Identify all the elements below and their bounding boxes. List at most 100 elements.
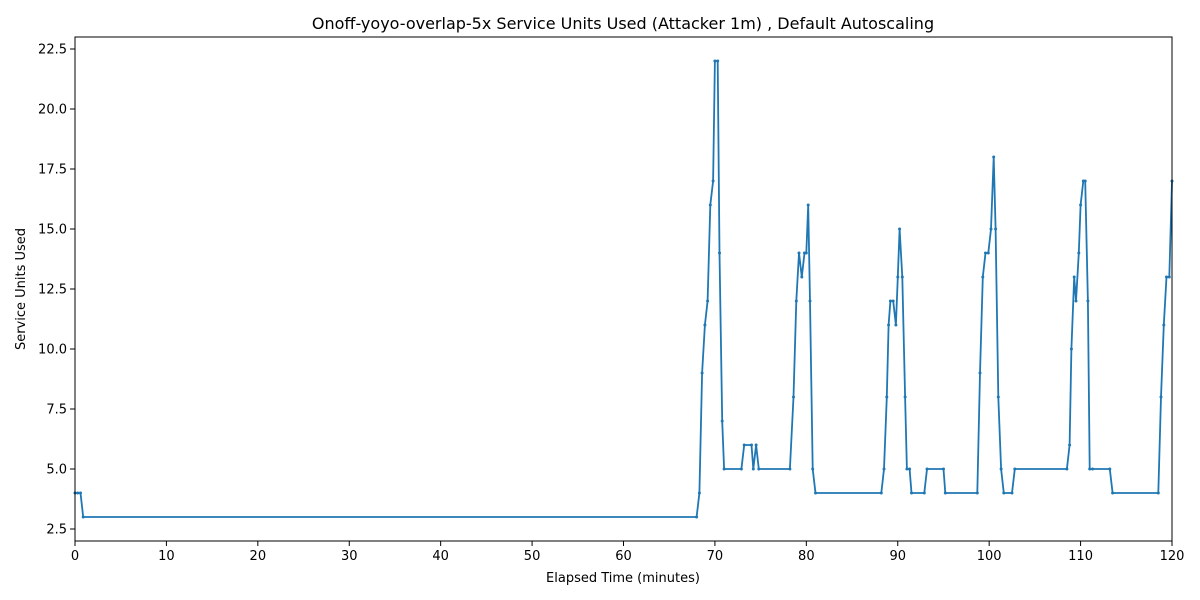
- data-point: [989, 227, 993, 231]
- data-point: [76, 491, 80, 495]
- data-point: [1162, 323, 1166, 327]
- data-point: [716, 59, 720, 63]
- data-point: [808, 299, 812, 303]
- x-tick-label: 20: [250, 549, 267, 564]
- chart-title: Onoff-yoyo-overlap-5x Service Units Used…: [312, 14, 934, 33]
- data-point: [943, 491, 947, 495]
- data-point: [1111, 491, 1115, 495]
- data-point: [910, 491, 913, 495]
- data-point: [1159, 395, 1163, 399]
- data-point: [792, 395, 795, 399]
- y-axis: 2.5 5.0 7.5 10.0 12.5 15.0 17.5 20.0 22.5: [38, 43, 75, 538]
- y-tick-label: 20.0: [38, 103, 67, 118]
- x-tick-label: 110: [1068, 549, 1093, 564]
- x-tick-label: 10: [158, 549, 175, 564]
- x-tick-label: 40: [432, 549, 449, 564]
- x-tick-label: 100: [977, 549, 1002, 564]
- data-point: [996, 395, 1000, 399]
- data-point: [713, 59, 717, 63]
- data-point: [742, 443, 746, 447]
- x-tick-label: 0: [71, 549, 79, 564]
- data-point: [754, 443, 758, 447]
- data-point: [757, 467, 761, 471]
- y-axis-label: Service Units Used: [14, 228, 29, 350]
- y-tick-label: 22.5: [38, 43, 67, 58]
- data-point: [986, 251, 990, 255]
- y-tick-label: 7.5: [46, 403, 67, 418]
- data-point: [814, 491, 817, 495]
- data-point: [711, 179, 715, 183]
- data-point: [695, 515, 699, 519]
- data-point: [994, 227, 998, 231]
- data-point: [887, 323, 891, 327]
- data-point: [1013, 467, 1017, 471]
- data-point: [900, 275, 904, 279]
- data-point: [992, 155, 996, 159]
- data-point: [999, 467, 1003, 471]
- y-tick-label: 17.5: [38, 163, 67, 178]
- data-point: [882, 467, 886, 471]
- data-point: [1086, 299, 1090, 303]
- data-point: [751, 467, 755, 471]
- data-point: [708, 203, 712, 207]
- data-point: [1088, 467, 1092, 471]
- x-axis: 0 10 20 30 40 50 60 70 80 90 100 110 120: [71, 541, 1185, 564]
- data-point: [1091, 467, 1094, 471]
- data-point: [1074, 299, 1078, 303]
- data-point: [888, 299, 892, 303]
- series-line: [75, 60, 1173, 518]
- data-point: [739, 467, 743, 471]
- data-point: [1065, 467, 1069, 471]
- y-tick-label: 5.0: [46, 463, 67, 478]
- y-tick-label: 2.5: [46, 523, 67, 538]
- data-point: [908, 467, 912, 471]
- data-point: [922, 491, 926, 495]
- x-tick-label: 90: [889, 549, 906, 564]
- data-point: [1165, 275, 1168, 279]
- data-point: [697, 491, 701, 495]
- data-point: [1156, 491, 1160, 495]
- data-point: [898, 227, 902, 231]
- data-point: [722, 467, 726, 471]
- data-point: [1010, 491, 1014, 495]
- x-tick-label: 120: [1160, 549, 1185, 564]
- data-point: [720, 419, 724, 423]
- x-tick-label: 60: [615, 549, 632, 564]
- data-point: [788, 467, 792, 471]
- data-point: [1002, 491, 1006, 495]
- data-point: [896, 275, 900, 279]
- data-point: [703, 323, 707, 327]
- data-point: [1079, 203, 1083, 207]
- data-point: [800, 275, 804, 279]
- data-point: [750, 443, 753, 447]
- data-point: [718, 251, 721, 255]
- y-tick-label: 15.0: [38, 223, 67, 238]
- y-tick-label: 10.0: [38, 343, 67, 358]
- data-point: [1167, 275, 1171, 279]
- data-point: [885, 395, 889, 399]
- plot-area: [73, 59, 1174, 519]
- y-tick-label: 12.5: [38, 283, 67, 298]
- data-point: [925, 467, 929, 471]
- data-point: [804, 251, 808, 255]
- data-point: [79, 491, 82, 495]
- data-point: [1108, 467, 1112, 471]
- data-point: [894, 323, 898, 327]
- data-point: [1072, 275, 1076, 279]
- data-point: [797, 251, 801, 255]
- x-tick-label: 80: [798, 549, 815, 564]
- data-point: [706, 299, 710, 303]
- data-point: [1069, 347, 1073, 351]
- data-point: [984, 251, 987, 255]
- data-point: [811, 467, 815, 471]
- x-tick-label: 30: [341, 549, 358, 564]
- data-point: [978, 371, 982, 375]
- data-point: [794, 299, 798, 303]
- data-point: [891, 299, 895, 303]
- x-tick-label: 70: [707, 549, 724, 564]
- data-point: [1083, 179, 1087, 183]
- x-tick-label: 50: [524, 549, 541, 564]
- data-point: [975, 491, 979, 495]
